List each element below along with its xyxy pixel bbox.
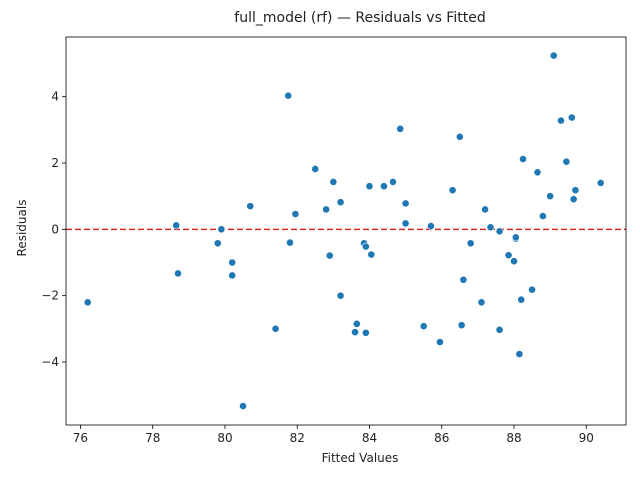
data-point-3	[213, 239, 222, 248]
data-point-59	[569, 195, 578, 204]
data-point-20	[352, 319, 361, 328]
x-tick-label-3: 82	[290, 431, 305, 445]
data-point-14	[322, 205, 331, 214]
data-point-50	[519, 155, 527, 163]
data-point-29	[401, 199, 410, 208]
y-tick-label-1: −2	[41, 289, 59, 303]
data-point-19	[351, 328, 359, 337]
data-point-53	[539, 212, 547, 220]
x-tick-label-4: 84	[362, 431, 377, 445]
y-axis-ticks: −4 −2 0 2 4	[41, 90, 66, 369]
data-point-11	[286, 238, 294, 247]
data-point-44	[504, 251, 513, 260]
data-point-39	[477, 298, 486, 307]
data-point-26	[380, 182, 388, 191]
chart-title: full_model (rf) — Residuals vs Fitted	[234, 10, 485, 26]
x-tick-label-6: 88	[506, 431, 521, 445]
y-axis-label: Residuals	[15, 200, 29, 257]
y-tick-label-2: 0	[51, 222, 59, 236]
data-point-25	[367, 250, 376, 259]
data-point-0	[83, 298, 92, 307]
data-point-2	[174, 269, 182, 278]
data-point-13	[311, 165, 320, 173]
data-point-6	[228, 271, 237, 280]
data-point-51	[528, 285, 536, 294]
data-point-1	[172, 221, 181, 230]
data-point-45	[510, 257, 518, 266]
data-point-40	[481, 205, 489, 214]
data-point-22	[361, 242, 370, 251]
data-point-52	[533, 168, 542, 177]
data-point-57	[562, 157, 571, 166]
x-tick-label-5: 86	[434, 431, 449, 445]
data-point-58	[567, 113, 576, 122]
data-point-28	[396, 124, 405, 133]
data-point-31	[419, 322, 428, 331]
data-point-17	[336, 198, 345, 207]
data-point-42	[495, 227, 504, 236]
data-point-18	[336, 291, 345, 300]
data-point-33	[436, 338, 444, 346]
data-point-37	[459, 275, 468, 284]
x-axis-ticks: 76 78 80 82 84 86 88 90	[73, 425, 594, 445]
data-point-15	[325, 251, 334, 260]
data-point-38	[466, 239, 475, 248]
x-tick-label-2: 80	[217, 431, 232, 445]
x-tick-label-0: 76	[73, 431, 88, 445]
data-point-8	[246, 202, 255, 211]
data-point-54	[546, 192, 555, 201]
data-point-7	[239, 402, 247, 410]
data-point-34	[448, 186, 457, 195]
y-tick-label-3: 2	[51, 156, 59, 170]
data-point-23	[361, 328, 370, 337]
data-point-56	[557, 116, 565, 125]
data-point-61	[596, 179, 605, 187]
data-point-9	[271, 324, 280, 333]
axes-frame	[65, 36, 627, 426]
data-points	[83, 51, 605, 410]
data-point-41	[486, 223, 495, 232]
x-axis-label: Fitted Values	[322, 451, 399, 465]
data-point-49	[517, 295, 526, 304]
y-tick-label-0: −4	[41, 355, 59, 369]
data-point-30	[401, 219, 410, 228]
data-point-24	[365, 182, 374, 191]
data-point-60	[571, 186, 580, 195]
data-point-43	[495, 325, 504, 334]
data-point-55	[549, 51, 558, 60]
data-point-48	[515, 350, 524, 358]
data-point-35	[455, 132, 464, 141]
data-point-27	[389, 178, 397, 186]
data-point-36	[457, 321, 466, 330]
data-point-32	[427, 222, 435, 230]
data-point-47	[511, 233, 520, 242]
data-point-10	[284, 91, 293, 100]
y-tick-label-4: 4	[51, 90, 59, 104]
data-point-16	[329, 178, 338, 186]
x-tick-label-7: 90	[579, 431, 594, 445]
data-point-4	[217, 225, 226, 234]
data-point-5	[228, 258, 237, 267]
data-point-12	[291, 210, 300, 218]
x-tick-label-1: 78	[145, 431, 160, 445]
